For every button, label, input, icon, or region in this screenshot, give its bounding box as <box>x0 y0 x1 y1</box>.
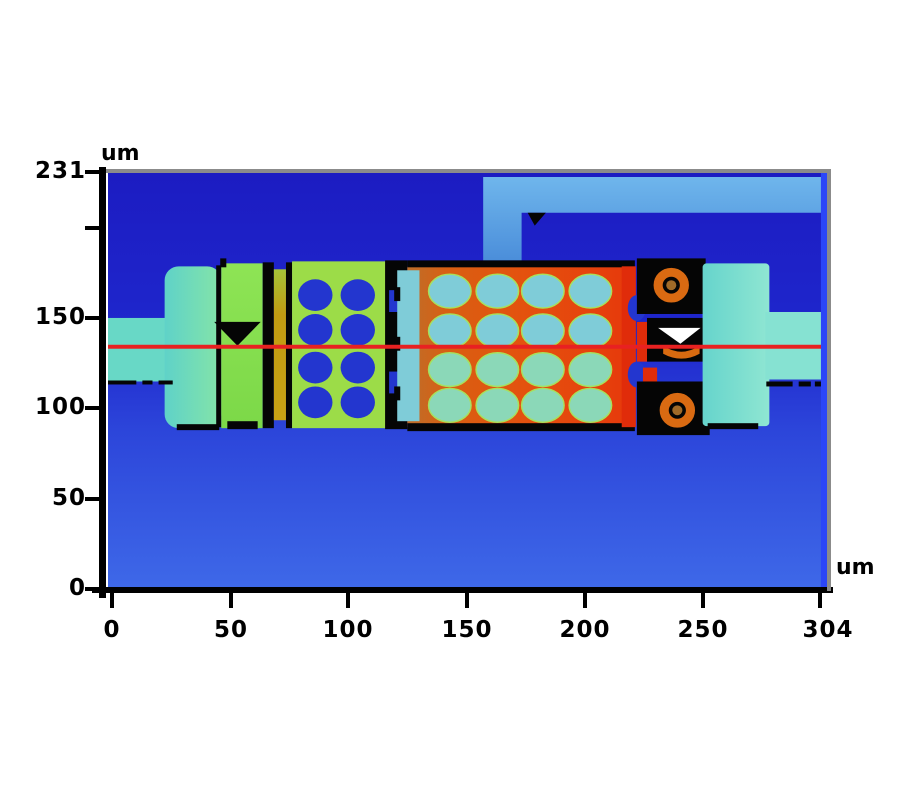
via-middle-arc <box>663 345 700 359</box>
x-tick <box>229 593 233 608</box>
left-cursor-marker[interactable] <box>214 321 261 346</box>
scan-edge-line <box>820 173 827 587</box>
x-axis-unit-label: um <box>836 555 875 580</box>
x-tick-label: 250 <box>677 617 729 643</box>
y-tick-label: 0 <box>68 575 86 601</box>
edge-partial-hole <box>627 361 646 388</box>
plot-frame-top <box>106 169 831 173</box>
y-axis-unit-label: um <box>101 141 140 166</box>
x-tick <box>701 593 705 608</box>
via-ring-bottom <box>659 392 696 428</box>
x-tick-label: 150 <box>441 617 493 643</box>
y-tick-label: 100 <box>34 394 86 420</box>
x-tick-label: 200 <box>559 617 611 643</box>
profile-cursor-line[interactable] <box>108 344 822 349</box>
x-tick-label: 100 <box>322 617 374 643</box>
x-tick <box>818 593 822 608</box>
x-tick-label: 304 <box>802 617 854 643</box>
y-axis-line <box>99 167 106 598</box>
y-tick <box>85 497 100 501</box>
edge-dashes <box>108 258 823 431</box>
y-tick <box>85 170 100 174</box>
green-membrane-hole-grid <box>298 279 375 419</box>
y-tick-label: 231 <box>34 158 86 184</box>
x-tick-label: 50 <box>213 617 248 643</box>
y-tick <box>85 587 100 591</box>
x-axis-line <box>92 587 833 593</box>
olive-stripe <box>273 269 286 421</box>
right-cursor-marker[interactable] <box>658 327 701 344</box>
y-tick-label: 150 <box>34 304 86 330</box>
y-tick <box>85 316 100 320</box>
via-ring-top <box>653 267 689 303</box>
height-map-svg[interactable] <box>108 173 827 587</box>
height-map-image[interactable] <box>108 173 827 587</box>
left-pad-arm <box>108 317 173 382</box>
orange-membrane-hole-grid <box>427 273 613 423</box>
x-tick <box>346 593 350 608</box>
y-tick <box>85 226 100 230</box>
top-interconnect-trace <box>483 176 822 261</box>
x-tick-label: 0 <box>103 617 121 643</box>
perforated-green-membrane <box>292 261 390 429</box>
x-tick <box>583 593 587 608</box>
y-tick <box>85 406 100 410</box>
y-tick-label: 50 <box>51 485 86 511</box>
x-tick <box>465 593 469 608</box>
plot-frame-right <box>827 169 831 591</box>
x-tick <box>110 593 114 608</box>
trace-corner-mark <box>527 212 546 226</box>
